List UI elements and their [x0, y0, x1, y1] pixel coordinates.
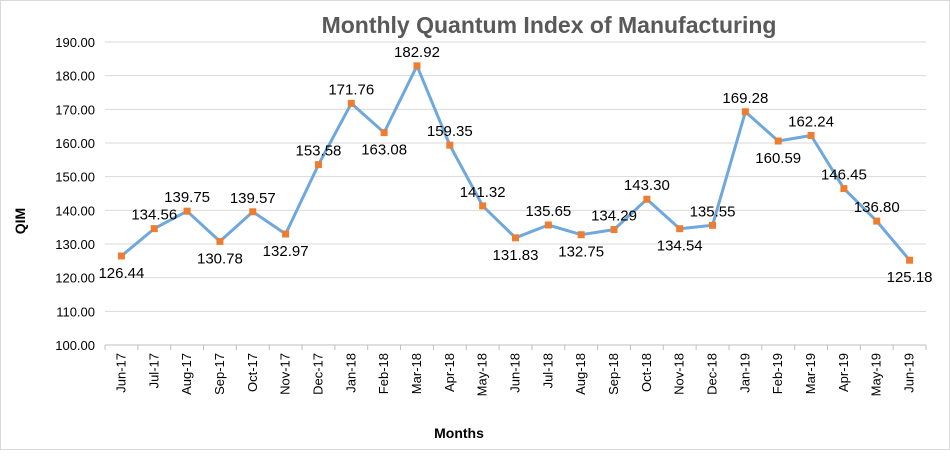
- data-point-marker: [380, 129, 388, 137]
- data-point-marker: [183, 207, 191, 215]
- x-axis-title: Months: [434, 425, 484, 441]
- x-tick-label: Sep-18: [606, 353, 621, 395]
- x-tick-label: Feb-18: [376, 353, 391, 394]
- data-point-marker: [741, 108, 749, 116]
- data-label: 160.59: [755, 150, 801, 167]
- data-point-marker: [610, 226, 618, 234]
- y-tick-label: 140.00: [55, 203, 95, 218]
- y-tick-label: 110.00: [56, 304, 95, 319]
- data-point-marker: [347, 99, 355, 107]
- data-label: 153.58: [296, 143, 342, 160]
- data-label: 135.65: [525, 203, 571, 220]
- data-point-marker: [314, 161, 322, 169]
- x-tick-label: May-19: [869, 353, 884, 396]
- x-axis-ticks: Jun-17 Jul-17 Aug-17 Sep-17 Oct-17 Nov-17 Dec-…: [104, 345, 927, 396]
- y-axis-ticks: 100.00 110.00 120.00 130.00 140.00 150.00 160.…: [55, 35, 95, 353]
- x-tick-label: Jul-18: [540, 353, 555, 388]
- data-point-marker: [282, 230, 290, 238]
- y-tick-label: 120.00: [55, 271, 95, 286]
- x-tick-label: Dec-17: [310, 353, 325, 395]
- data-point-marker: [709, 221, 717, 229]
- x-tick-label: Aug-18: [573, 353, 588, 395]
- x-tick-label: Nov-18: [672, 353, 687, 395]
- data-point-marker: [544, 221, 552, 229]
- x-tick-label: Jun-19: [902, 353, 917, 393]
- data-point-marker: [512, 234, 519, 242]
- x-tick-label: Apr-19: [836, 353, 851, 392]
- x-tick-label: Jan-18: [343, 353, 358, 393]
- data-point-marker: [906, 256, 914, 264]
- chart-title: Monthly Quantum Index of Manufacturing: [322, 12, 777, 38]
- x-tick-label: Mar-18: [409, 353, 424, 394]
- x-tick-label: Nov-17: [278, 353, 293, 395]
- y-axis-title: QIM: [12, 208, 28, 234]
- data-point-marker: [577, 231, 585, 239]
- x-tick-label: Aug-17: [179, 353, 194, 395]
- data-point-marker: [216, 237, 224, 245]
- data-point-marker: [643, 195, 651, 203]
- x-tick-label: Apr-18: [442, 353, 457, 392]
- data-label: 163.08: [361, 142, 407, 159]
- data-label: 125.18: [887, 269, 933, 286]
- data-point-marker: [840, 185, 848, 193]
- series-markers: [117, 62, 914, 264]
- data-label: 182.92: [394, 44, 440, 61]
- data-label: 126.44: [98, 265, 144, 282]
- data-label: 130.78: [197, 250, 243, 267]
- x-tick-label: Feb-19: [770, 353, 785, 394]
- y-tick-label: 160.00: [55, 136, 95, 151]
- data-point-marker: [807, 131, 815, 139]
- data-label: 131.83: [493, 247, 539, 264]
- data-label: 134.29: [591, 208, 637, 225]
- y-tick-label: 150.00: [55, 170, 95, 185]
- data-point-marker: [413, 62, 421, 70]
- data-label: 135.55: [690, 203, 736, 220]
- data-label: 134.54: [657, 238, 703, 255]
- y-tick-label: 100.00: [55, 338, 95, 353]
- x-tick-label: Jul-17: [146, 353, 161, 388]
- x-tick-label: Dec-18: [705, 353, 720, 395]
- x-tick-label: Oct-17: [245, 353, 260, 392]
- x-tick-label: Mar-19: [803, 353, 818, 394]
- x-tick-label: Jun-17: [113, 353, 128, 393]
- data-label: 159.35: [427, 123, 473, 140]
- data-point-marker: [150, 225, 158, 233]
- data-label: 139.75: [164, 189, 210, 206]
- data-label: 169.28: [722, 90, 768, 107]
- data-label: 146.45: [821, 167, 867, 184]
- data-point-marker: [676, 225, 684, 233]
- data-point-marker: [873, 217, 881, 225]
- data-label: 143.30: [624, 177, 670, 194]
- data-label: 136.80: [854, 199, 900, 216]
- x-tick-label: Oct-18: [639, 353, 654, 392]
- gridlines: [105, 41, 926, 312]
- data-label: 162.24: [788, 113, 834, 130]
- data-point-marker: [479, 202, 487, 210]
- data-label: 132.75: [558, 244, 604, 261]
- data-point-marker: [446, 141, 454, 149]
- x-tick-label: Jun-18: [508, 353, 523, 393]
- data-label: 141.32: [460, 184, 506, 201]
- x-tick-label: Jan-19: [737, 353, 752, 393]
- data-point-marker: [117, 252, 125, 260]
- y-tick-label: 190.00: [55, 35, 95, 50]
- y-tick-label: 170.00: [55, 102, 95, 117]
- data-label: 132.97: [263, 243, 309, 260]
- data-label: 139.57: [230, 190, 276, 207]
- data-label: 171.76: [328, 81, 374, 98]
- y-tick-label: 180.00: [55, 69, 95, 84]
- x-tick-label: May-18: [475, 353, 490, 396]
- data-point-marker: [774, 137, 782, 145]
- data-point-marker: [249, 208, 257, 216]
- x-tick-label: Sep-17: [212, 353, 227, 395]
- y-tick-label: 130.00: [55, 237, 95, 252]
- data-label: 134.56: [131, 207, 177, 224]
